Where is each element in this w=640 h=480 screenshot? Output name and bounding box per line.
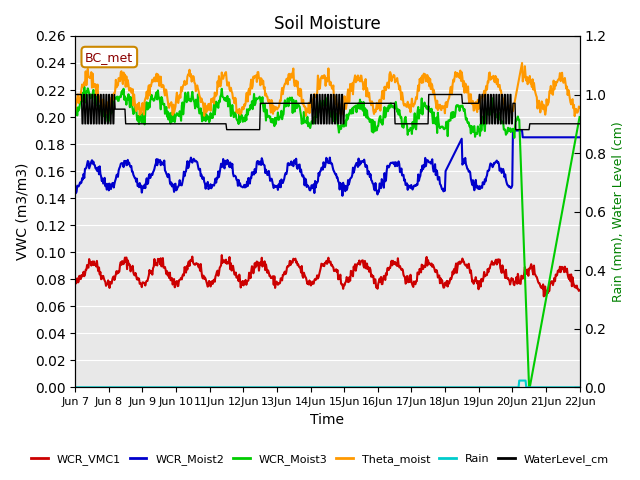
Text: BC_met: BC_met <box>85 50 133 63</box>
Y-axis label: VWC (m3/m3): VWC (m3/m3) <box>15 163 29 260</box>
Title: Soil Moisture: Soil Moisture <box>274 15 381 33</box>
Y-axis label: Rain (mm), Water Level (cm): Rain (mm), Water Level (cm) <box>612 121 625 302</box>
Legend: WCR_VMC1, WCR_Moist2, WCR_Moist3, Theta_moist, Rain, WaterLevel_cm: WCR_VMC1, WCR_Moist2, WCR_Moist3, Theta_… <box>27 450 613 469</box>
X-axis label: Time: Time <box>310 413 344 427</box>
